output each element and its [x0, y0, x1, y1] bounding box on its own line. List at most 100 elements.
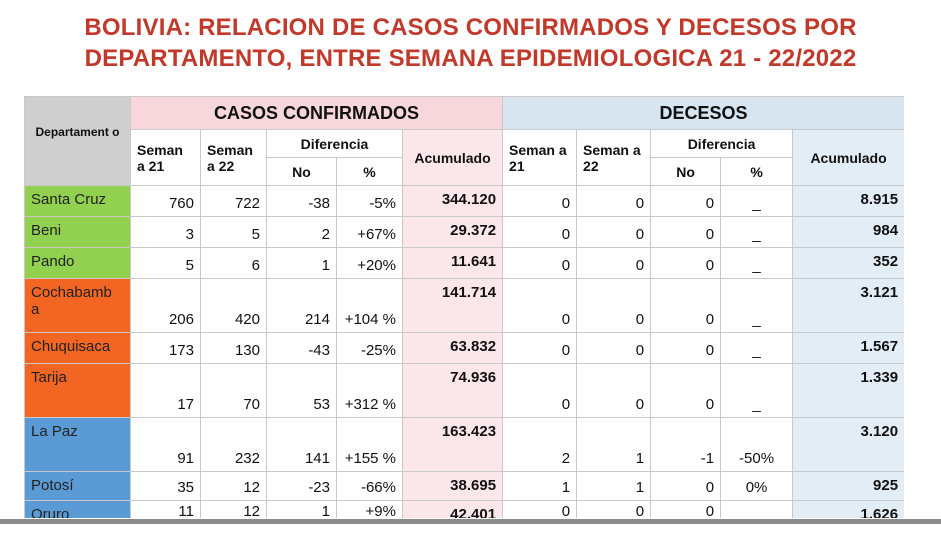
cell-decesos-acumulado: 984 [792, 216, 904, 248]
cell-decesos-semana-21: 0 [502, 278, 578, 333]
title-line-2: DEPARTAMENTO, ENTRE SEMANA EPIDEMIOLOGIC… [84, 45, 857, 72]
cell-decesos-semana-21: 0 [502, 216, 578, 248]
cell-casos-diferencia-pct: +312 % [336, 363, 403, 418]
cell-casos-semana-22: 12 [200, 471, 267, 501]
cell-casos-diferencia-no: -23 [266, 471, 337, 501]
table-row: Chuquisaca 173 130 -43 -25% 63.832 0 0 0 _ 1.567 [24, 332, 904, 364]
cell-decesos-semana-21: 0 [502, 247, 578, 279]
cell-decesos-semana-22: 0 [576, 185, 652, 217]
cell-casos-semana-22: 5 [200, 216, 267, 248]
cell-casos-acumulado: 29.372 [401, 216, 504, 248]
cell-casos-semana-21: 3 [130, 216, 201, 248]
cell-casos-diferencia-no: 1 [266, 247, 337, 279]
cell-casos-semana-22: 722 [200, 185, 267, 217]
cell-casos-acumulado: 11.641 [401, 247, 504, 279]
header-decesos-no: No [650, 157, 722, 186]
cell-casos-diferencia-pct: +155 % [336, 417, 403, 472]
header-casos-no: No [266, 157, 337, 186]
cell-departamento: Potosí [24, 471, 131, 501]
cell-departamento: Cochabamb a [24, 278, 131, 333]
header-decesos-semana-22: Seman a 22 [576, 129, 652, 186]
cell-decesos-diferencia-no: -1 [650, 417, 722, 472]
cell-departamento: Oruro [24, 500, 131, 518]
cell-decesos-acumulado: 1.567 [792, 332, 904, 364]
cell-casos-semana-22: 6 [200, 247, 267, 279]
table-row: Tarija 17 70 53 +312 % 74.936 0 0 0 _ 1.339 [24, 363, 904, 418]
cell-casos-diferencia-no: 2 [266, 216, 337, 248]
cell-decesos-semana-22: 0 [576, 500, 652, 518]
cell-decesos-diferencia-pct: _ [720, 185, 794, 217]
cell-decesos-diferencia-pct: _ [720, 363, 794, 418]
cell-decesos-acumulado: 1.626 [792, 500, 904, 518]
cell-casos-semana-21: 206 [130, 278, 201, 333]
cell-casos-semana-21: 5 [130, 247, 201, 279]
cell-casos-diferencia-pct: +67% [336, 216, 403, 248]
cell-casos-acumulado: 63.832 [401, 332, 504, 364]
cell-departamento: Pando [24, 247, 131, 279]
cell-departamento: Chuquisaca [24, 332, 131, 364]
cell-decesos-diferencia-pct: -50% [720, 417, 794, 472]
cell-casos-semana-22: 232 [200, 417, 267, 472]
header-departamento: Departament o [24, 96, 131, 186]
cell-decesos-diferencia-pct: _ [720, 278, 794, 333]
table-row: Potosí 35 12 -23 -66% 38.695 1 1 0 0% 925 [24, 471, 904, 501]
cell-decesos-semana-22: 1 [576, 417, 652, 472]
cell-decesos-acumulado: 1.339 [792, 363, 904, 418]
cell-decesos-semana-21: 0 [502, 185, 578, 217]
header-decesos-pct: % [720, 157, 794, 186]
cell-casos-diferencia-no: 214 [266, 278, 337, 333]
header-casos-diferencia: Diferencia [266, 129, 403, 158]
cell-decesos-diferencia-no: 0 [650, 247, 722, 279]
cell-departamento: Beni [24, 216, 131, 248]
header-casos-semana-21: Seman a 21 [130, 129, 201, 186]
cell-casos-diferencia-no: -38 [266, 185, 337, 217]
cell-decesos-acumulado: 3.121 [792, 278, 904, 333]
header-casos-confirmados: CASOS CONFIRMADOS [129, 96, 504, 130]
cell-departamento: Tarija [24, 363, 131, 418]
cell-casos-acumulado: 38.695 [401, 471, 504, 501]
cell-casos-semana-21: 91 [130, 417, 201, 472]
cell-casos-diferencia-no: -43 [266, 332, 337, 364]
cell-casos-diferencia-pct: +20% [336, 247, 403, 279]
cell-casos-semana-22: 130 [200, 332, 267, 364]
cell-decesos-semana-21: 1 [502, 471, 578, 501]
header-decesos: DECESOS [502, 96, 904, 130]
cell-decesos-semana-22: 0 [576, 216, 652, 248]
table-header: Departament o CASOS CONFIRMADOS DECESOS … [24, 96, 904, 186]
table-row: La Paz 91 232 141 +155 % 163.423 2 1 -1 -50% 3.120 [24, 417, 904, 472]
header-casos-pct: % [336, 157, 403, 186]
cell-casos-diferencia-no: 53 [266, 363, 337, 418]
cell-casos-semana-21: 11 [130, 500, 201, 518]
cell-casos-diferencia-no: 141 [266, 417, 337, 472]
cell-departamento: La Paz [24, 417, 131, 472]
header-casos-semana-22: Seman a 22 [200, 129, 267, 186]
cell-decesos-diferencia-pct: _ [720, 247, 794, 279]
cell-casos-semana-21: 173 [130, 332, 201, 364]
cell-casos-diferencia-pct: +9% [336, 500, 403, 518]
cases-table-container: Departament o CASOS CONFIRMADOS DECESOS … [24, 96, 904, 518]
cell-casos-acumulado: 163.423 [401, 417, 504, 472]
title-line-1: BOLIVIA: RELACION DE CASOS CONFIRMADOS Y… [84, 14, 857, 41]
cell-decesos-diferencia-pct: _ [720, 332, 794, 364]
cell-casos-semana-22: 70 [200, 363, 267, 418]
cell-decesos-diferencia-no: 0 [650, 363, 722, 418]
cell-casos-diferencia-pct: -66% [336, 471, 403, 501]
cell-casos-acumulado: 141.714 [401, 278, 504, 333]
table-row: Oruro 11 12 1 +9% 42.401 0 0 0 _ 1.626 [24, 500, 904, 518]
table-row: Santa Cruz 760 722 -38 -5% 344.120 0 0 0 _ 8.915 [24, 185, 904, 217]
cell-decesos-acumulado: 352 [792, 247, 904, 279]
cell-departamento: Santa Cruz [24, 185, 131, 217]
cell-decesos-semana-22: 0 [576, 247, 652, 279]
cell-decesos-semana-21: 0 [502, 363, 578, 418]
table-row: Beni 3 5 2 +67% 29.372 0 0 0 _ 984 [24, 216, 904, 248]
cell-decesos-acumulado: 925 [792, 471, 904, 501]
cell-decesos-diferencia-no: 0 [650, 332, 722, 364]
cell-casos-semana-21: 760 [130, 185, 201, 217]
cell-casos-diferencia-no: 1 [266, 500, 337, 518]
table-body: Santa Cruz 760 722 -38 -5% 344.120 0 0 0 _ 8.915 Be… [24, 185, 904, 518]
cell-decesos-semana-22: 0 [576, 363, 652, 418]
cell-decesos-acumulado: 8.915 [792, 185, 904, 217]
header-casos-acumulado: Acumulado [401, 129, 504, 186]
cell-decesos-semana-22: 1 [576, 471, 652, 501]
cell-decesos-diferencia-no: 0 [650, 500, 722, 518]
